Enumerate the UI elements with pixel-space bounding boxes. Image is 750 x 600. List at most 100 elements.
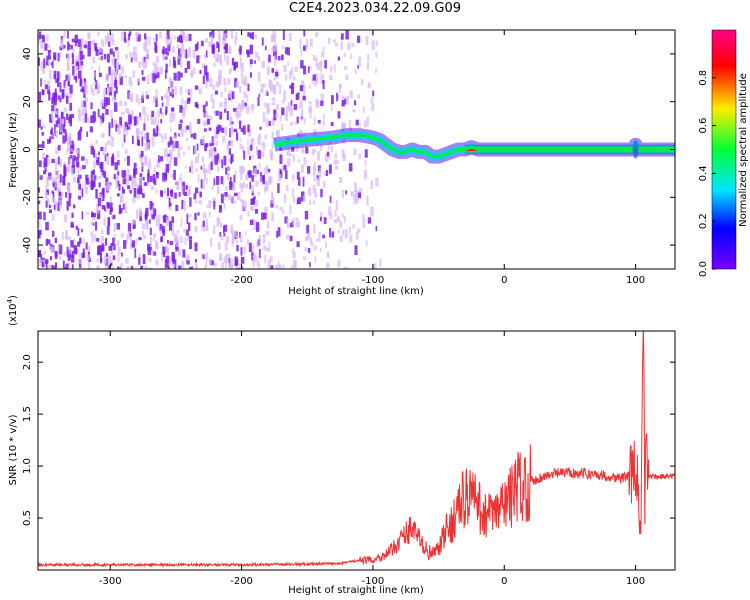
noise-speckle xyxy=(84,97,89,102)
noise-speckle xyxy=(167,266,170,269)
noise-speckle xyxy=(132,197,136,204)
noise-speckle xyxy=(71,250,74,258)
noise-speckle xyxy=(67,41,70,51)
noise-speckle xyxy=(55,146,59,155)
noise-speckle xyxy=(70,224,75,228)
noise-speckle xyxy=(88,257,91,262)
noise-speckle xyxy=(241,99,245,110)
noise-speckle xyxy=(228,67,232,74)
noise-speckle xyxy=(86,117,90,123)
noise-speckle xyxy=(90,146,95,155)
noise-speckle xyxy=(292,218,295,226)
noise-speckle xyxy=(104,97,108,107)
noise-speckle xyxy=(277,227,281,237)
noise-speckle xyxy=(54,104,57,115)
noise-speckle xyxy=(146,132,149,142)
noise-speckle xyxy=(226,173,230,181)
noise-speckle xyxy=(285,170,288,180)
noise-speckle xyxy=(157,110,161,118)
noise-speckle xyxy=(169,241,174,245)
noise-speckle xyxy=(367,54,370,62)
noise-speckle xyxy=(151,137,155,147)
noise-speckle xyxy=(78,109,82,116)
noise-speckle xyxy=(269,80,273,90)
noise-speckle xyxy=(224,191,228,197)
noise-speckle xyxy=(353,148,357,156)
noise-speckle xyxy=(265,230,270,236)
noise-speckle xyxy=(249,44,253,55)
noise-speckle xyxy=(194,200,198,204)
noise-speckle xyxy=(282,264,285,269)
noise-speckle xyxy=(138,185,142,195)
noise-speckle xyxy=(341,99,345,107)
noise-speckle xyxy=(65,95,69,104)
noise-speckle xyxy=(105,156,110,165)
colorbar-ticks: 0.00.20.40.60.8 xyxy=(698,70,716,277)
noise-speckle xyxy=(179,48,183,55)
noise-speckle xyxy=(93,81,97,85)
noise-speckle xyxy=(195,263,198,269)
noise-speckle xyxy=(152,62,156,66)
noise-speckle xyxy=(184,126,187,134)
noise-speckle xyxy=(103,171,107,178)
noise-speckle xyxy=(294,121,298,125)
noise-speckle xyxy=(303,30,306,37)
noise-speckle xyxy=(117,253,120,263)
y-tick-label: 2.0 xyxy=(22,354,33,370)
noise-speckle xyxy=(206,219,209,228)
noise-speckle xyxy=(50,129,52,135)
noise-speckle xyxy=(192,49,196,59)
noise-speckle xyxy=(108,126,111,137)
noise-speckle xyxy=(219,232,222,237)
noise-speckle xyxy=(126,126,128,136)
noise-speckle xyxy=(77,241,81,247)
noise-speckle xyxy=(358,187,363,193)
noise-speckle xyxy=(335,160,339,165)
noise-speckle xyxy=(217,124,221,133)
noise-speckle xyxy=(206,118,211,125)
noise-speckle xyxy=(73,238,76,245)
noise-speckle xyxy=(93,118,95,124)
noise-speckle xyxy=(67,165,71,173)
noise-speckle xyxy=(374,68,377,74)
noise-speckle xyxy=(138,98,141,106)
noise-speckle xyxy=(177,48,182,58)
noise-speckle xyxy=(268,54,271,63)
noise-speckle xyxy=(53,55,56,60)
noise-speckle xyxy=(69,155,73,159)
noise-speckle xyxy=(358,258,361,263)
noise-speckle xyxy=(83,116,85,124)
noise-speckle xyxy=(38,31,42,40)
noise-speckle xyxy=(117,150,120,158)
noise-speckle xyxy=(322,46,325,53)
noise-speckle xyxy=(69,116,73,127)
noise-speckle xyxy=(264,255,267,264)
noise-speckle xyxy=(271,101,275,106)
noise-speckle xyxy=(365,36,369,46)
noise-speckle xyxy=(253,196,256,200)
noise-speckle xyxy=(150,185,154,190)
noise-speckle xyxy=(171,46,175,53)
colorbar-tick-label: 0.8 xyxy=(698,70,709,86)
noise-speckle xyxy=(264,102,268,108)
noise-speckle xyxy=(90,84,93,93)
noise-speckle xyxy=(177,55,181,65)
noise-speckle xyxy=(155,216,159,227)
noise-speckle xyxy=(56,187,60,193)
noise-speckle xyxy=(230,68,233,73)
noise-speckle xyxy=(189,266,193,269)
noise-speckle xyxy=(82,165,86,170)
noise-speckle xyxy=(333,218,338,224)
noise-speckle xyxy=(83,44,88,49)
noise-speckle xyxy=(224,43,228,54)
noise-speckle xyxy=(336,94,340,100)
noise-speckle xyxy=(74,40,77,47)
y-tick-label: 40 xyxy=(22,48,33,61)
noise-speckle xyxy=(366,116,369,127)
noise-speckle xyxy=(121,170,125,178)
noise-speckle xyxy=(174,132,177,139)
noise-speckle xyxy=(267,176,272,185)
noise-speckle xyxy=(229,116,232,126)
noise-speckle xyxy=(106,97,110,106)
noise-speckle xyxy=(81,211,84,220)
